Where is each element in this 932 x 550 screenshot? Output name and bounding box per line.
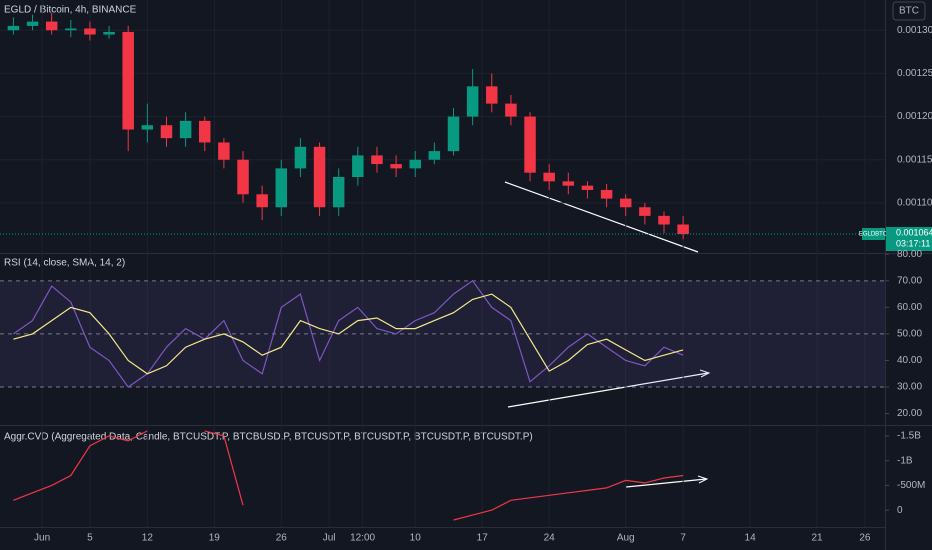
currency[interactable]: BTC: [899, 6, 919, 17]
candle-body: [677, 224, 689, 235]
candle-body: [84, 28, 96, 35]
candle-body: [103, 31, 115, 35]
currency-button[interactable]: [892, 1, 926, 21]
candle-body: [218, 142, 230, 160]
candle-body: [179, 120, 192, 139]
rsi-title: RSI (14, close, SMA, 14, 2): [4, 258, 125, 269]
series-line: [13, 430, 684, 521]
candle-body: [486, 86, 498, 104]
y-tick-label: 0: [897, 505, 903, 516]
candle-body: [7, 25, 20, 31]
candle-body: [275, 168, 288, 208]
x-tick-label: 19: [209, 533, 221, 544]
candle-body: [466, 86, 479, 117]
price-tag: [886, 227, 932, 252]
trend-line: [507, 372, 709, 408]
candle-body: [600, 189, 613, 199]
candle-body: [581, 185, 594, 190]
candle-body: [141, 125, 154, 130]
x-tick-label: Jul: [323, 533, 336, 544]
candle-body: [332, 177, 345, 208]
series-line: [13, 293, 684, 375]
x-tick-label: 24: [544, 533, 556, 544]
y-tick-label: 20.00: [897, 408, 922, 419]
candle-body: [543, 172, 555, 182]
y-tick-label: 30.00: [897, 382, 922, 393]
countdown: 03:17:11: [896, 238, 930, 248]
arrow-head: [697, 475, 709, 484]
candle-body: [658, 215, 670, 225]
symbol-tag: [862, 228, 885, 241]
chart-title: EGLD / Bitcoin, 4h, BINANCE: [4, 5, 137, 16]
x-tick-label: 12: [142, 533, 154, 544]
candle-body: [428, 151, 441, 160]
candle-body: [524, 116, 536, 173]
y-tick-label: -1B: [897, 455, 913, 466]
candle-body: [313, 146, 326, 208]
candle-body: [26, 21, 39, 26]
candle-body: [505, 103, 517, 117]
candle-body: [352, 155, 364, 178]
y-tick-label: 50.00: [897, 329, 922, 340]
x-tick-label: Aug: [617, 533, 635, 544]
y-tick-label: 40.00: [897, 355, 922, 366]
candle-body: [619, 198, 632, 208]
y-tick-label: -500M: [897, 480, 925, 491]
candle-body: [160, 125, 173, 139]
x-tick-label: Jun: [34, 533, 50, 544]
trend-line: [625, 478, 707, 488]
candle-body: [45, 21, 58, 31]
last-price: 0.001064: [896, 227, 932, 237]
x-tick-label: 26: [859, 533, 871, 544]
candle-body: [237, 159, 249, 195]
candle-body: [409, 159, 421, 169]
cvd-title: Aggr.CVD (Aggregated Data, Candle, BTCUS…: [4, 432, 533, 443]
x-tick-label: 14: [745, 533, 757, 544]
candle-body: [256, 194, 268, 208]
candle-body: [65, 28, 77, 31]
x-tick-label: 12:00: [350, 533, 375, 544]
candle-body: [371, 155, 383, 165]
candle-body: [447, 116, 460, 152]
x-tick-label: 10: [410, 533, 422, 544]
candle-body: [562, 181, 575, 186]
trend-line: [504, 181, 699, 253]
y-tick-label: 0.001100: [897, 198, 932, 209]
x-tick-label: 26: [276, 533, 288, 544]
x-tick-label: 21: [812, 533, 824, 544]
y-tick-label: 80.00: [897, 249, 922, 260]
candle-body: [294, 146, 307, 169]
y-tick-label: 60.00: [897, 302, 922, 313]
candle-body: [122, 31, 134, 130]
y-tick-label: -1.5B: [897, 431, 921, 442]
y-tick-label: 70.00: [897, 275, 922, 286]
symbol-label: EGLDBTC: [859, 232, 888, 238]
arrow-head: [699, 369, 711, 378]
candle-body: [390, 164, 402, 169]
series-line: [13, 279, 684, 388]
x-tick-label: 7: [680, 533, 686, 544]
x-tick-label: 5: [87, 533, 93, 544]
candle-body: [199, 120, 211, 143]
x-tick-label: 17: [477, 533, 489, 544]
candle-body: [639, 207, 651, 216]
